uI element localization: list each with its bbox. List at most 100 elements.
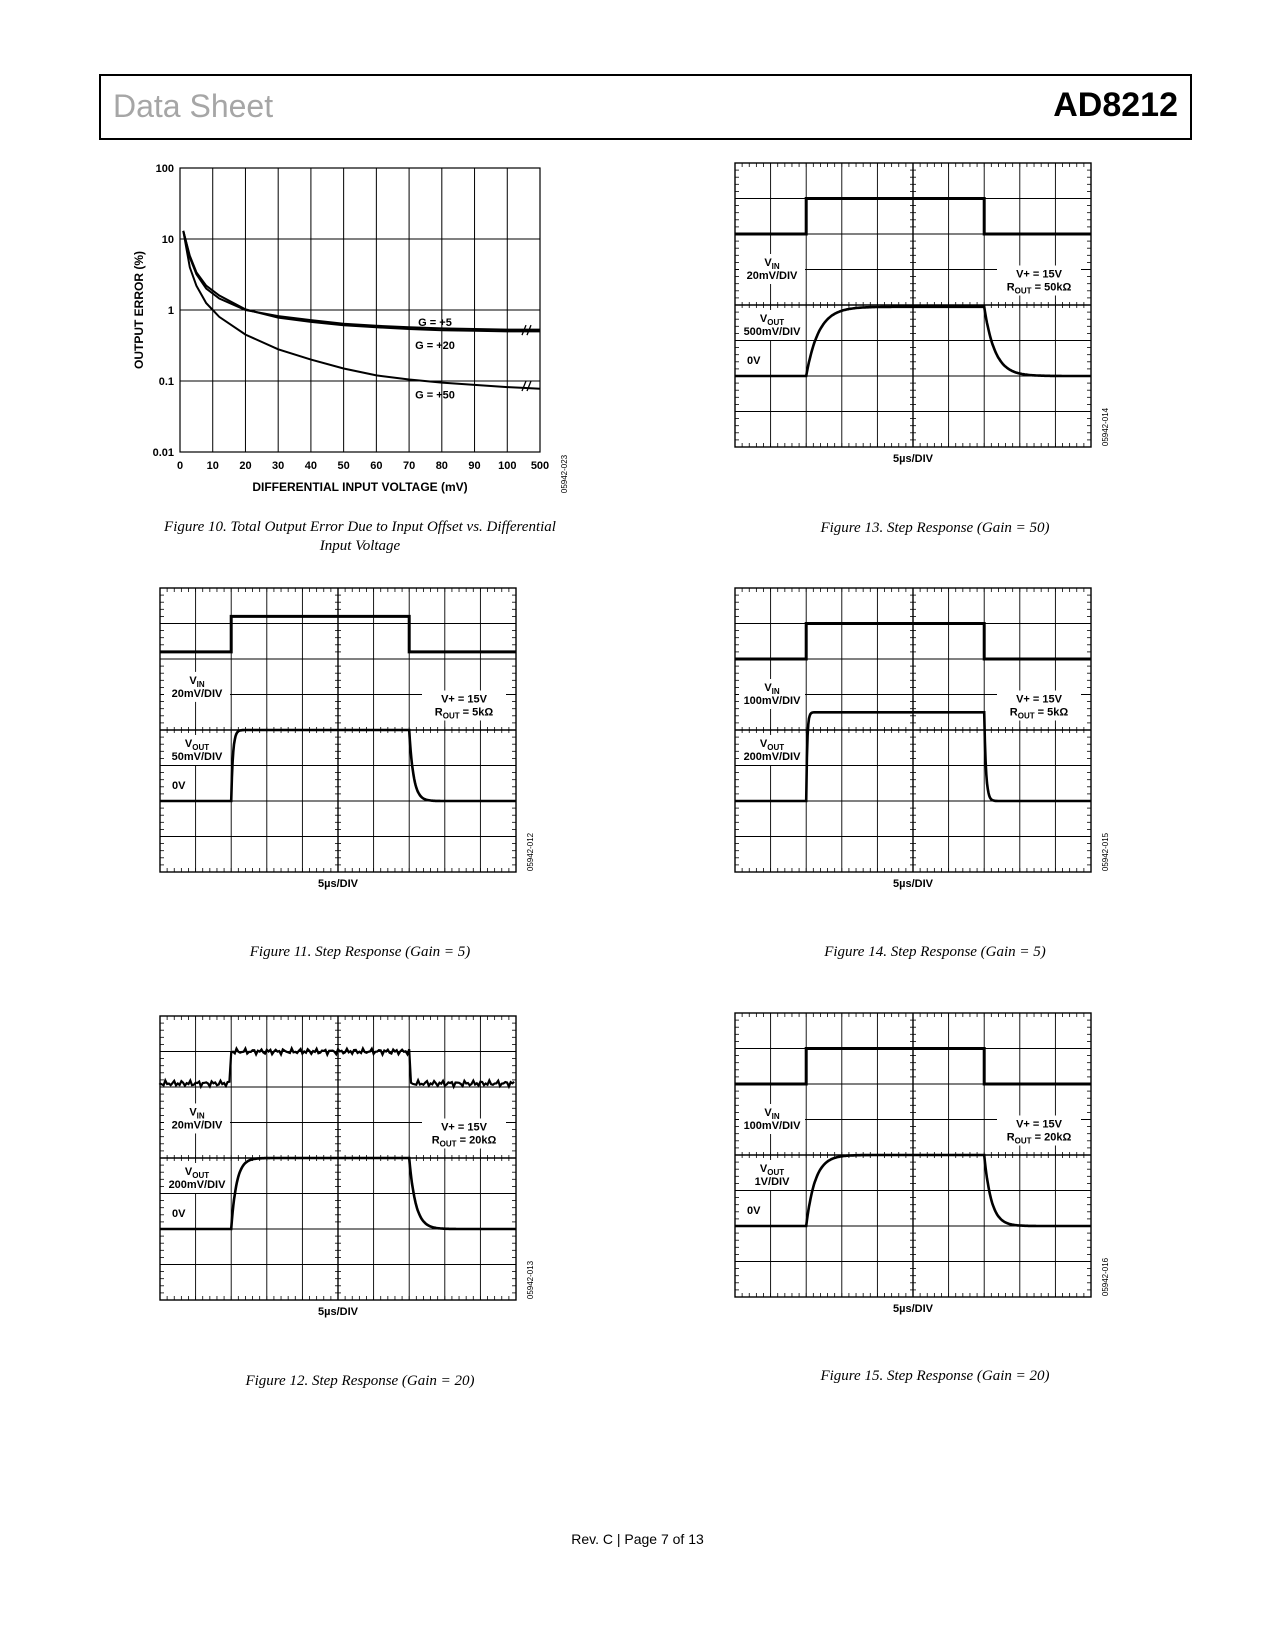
vin-scale-label: 100mV/DIV	[744, 695, 802, 707]
figure-code: 05942-013	[526, 1260, 535, 1299]
series-line-3	[182, 230, 541, 390]
axis-break-mark	[521, 324, 532, 336]
x-tick-label: 30	[272, 460, 284, 472]
zero-label-bg	[743, 352, 765, 367]
x-tick-label: 40	[305, 460, 317, 472]
vout-label-bg	[739, 310, 805, 340]
scope-frame	[734, 587, 1092, 873]
x-tick-label: 100	[498, 460, 516, 472]
x-axis-label: 5µs/DIV	[893, 878, 934, 890]
vout-trace	[160, 1156, 516, 1231]
x-tick-label: 60	[370, 460, 382, 472]
scope-frame	[734, 162, 1092, 448]
y-tick-label: 100	[156, 163, 174, 175]
figure-10-caption-line1: Figure 10. Total Output Error Due to Inp…	[164, 519, 556, 535]
rout-condition: ROUT = 20kΩ	[432, 1135, 497, 1149]
figure-code: 05942-012	[526, 832, 535, 871]
page-header: Data Sheet AD8212	[99, 74, 1192, 140]
vout-label: VOUT	[760, 738, 784, 752]
vout-scale-label: 50mV/DIV	[172, 751, 223, 763]
figure-11-caption: Figure 11. Step Response (Gain = 5)	[249, 944, 471, 960]
vout-scale-label: 1V/DIV	[755, 1176, 791, 1188]
zero-label-bg	[743, 1202, 765, 1217]
vout-label-bg	[164, 1163, 230, 1193]
figure-10-chart: 0 10 20 30 40 50 60 70 80 90 100 500 0.01 0.1 1 10 100 DI…	[132, 163, 569, 494]
vin-trace	[160, 614, 516, 654]
axis-break-mark	[521, 380, 532, 392]
y-tick-label: 1	[168, 305, 174, 317]
vout-trace	[735, 305, 1091, 378]
figure-15-caption: Figure 15. Step Response (Gain = 20)	[820, 1368, 1050, 1384]
vin-scale-label: 20mV/DIV	[172, 1119, 223, 1131]
series-label-1: G = +5	[418, 317, 452, 329]
vout-trace	[735, 711, 1091, 803]
zero-level-label: 0V	[172, 780, 186, 792]
header-part-number: AD8212	[1053, 86, 1178, 124]
vin-label-bg	[739, 254, 805, 284]
conditions-bg	[422, 690, 506, 721]
vin-label-bg	[164, 671, 230, 702]
x-tick-label: 10	[207, 460, 219, 472]
vin-label-bg	[739, 1104, 805, 1134]
figure-code: 05942-015	[1101, 832, 1110, 871]
figure-code: 05942-023	[560, 454, 569, 493]
conditions-bg	[997, 265, 1081, 296]
y-tick-label: 0.01	[153, 447, 174, 459]
vout-label: VOUT	[185, 738, 209, 752]
figure-code: 05942-016	[1101, 1257, 1110, 1296]
x-tick-label: 70	[403, 460, 415, 472]
page-footer: Rev. C | Page 7 of 13	[571, 1531, 704, 1547]
scope-frame	[734, 1012, 1092, 1298]
series-label-3: G = +50	[415, 390, 455, 402]
x-tick-label: 80	[436, 460, 448, 472]
vin-scale-label: 100mV/DIV	[744, 1120, 802, 1132]
series-line-1	[182, 230, 540, 331]
supply-condition: V+ = 15V	[441, 1122, 488, 1134]
header-doc-type: Data Sheet	[113, 88, 274, 124]
vin-trace	[735, 622, 1091, 661]
x-tick-label: 90	[468, 460, 480, 472]
y-axis-label: OUTPUT ERROR (%)	[132, 251, 146, 369]
vin-scale-label: 20mV/DIV	[747, 270, 798, 282]
vin-trace	[735, 197, 1091, 236]
supply-condition: V+ = 15V	[441, 694, 488, 706]
figure-10-caption: Figure 10. Total Output Error Due to Inp…	[140, 518, 580, 556]
figure-14-caption: Figure 14. Step Response (Gain = 5)	[824, 944, 1046, 960]
rout-condition: ROUT = 5kΩ	[435, 707, 494, 721]
supply-condition: V+ = 15V	[1016, 694, 1063, 706]
vin-scale-label: 20mV/DIV	[172, 688, 223, 700]
vin-label: VIN	[764, 257, 780, 271]
zero-label-bg	[168, 777, 190, 792]
y-tick-label: 0.1	[159, 376, 174, 388]
vin-trace	[735, 1047, 1091, 1086]
zero-level-label: 0V	[172, 1208, 186, 1220]
figure-10-caption-line2: Input Voltage	[319, 538, 401, 554]
vin-label: VIN	[764, 682, 780, 696]
vin-label-bg	[739, 679, 805, 709]
vout-label: VOUT	[760, 313, 784, 327]
vin-label-bg	[164, 1103, 230, 1134]
vout-trace	[160, 728, 516, 803]
conditions-bg	[997, 690, 1081, 721]
figure-code: 05942-014	[1101, 407, 1110, 446]
scope-frame	[159, 1015, 517, 1301]
vout-label: VOUT	[185, 1166, 209, 1180]
vin-trace	[158, 1045, 515, 1090]
vin-label: VIN	[189, 675, 205, 689]
vout-scale-label: 200mV/DIV	[744, 751, 802, 763]
rout-condition: ROUT = 20kΩ	[1007, 1132, 1072, 1146]
series-label-2: G = +20	[415, 340, 455, 352]
scope-frame	[159, 587, 517, 873]
zero-level-label: 0V	[747, 1205, 761, 1217]
x-tick-label: 50	[338, 460, 350, 472]
vout-trace	[735, 1153, 1091, 1228]
supply-condition: V+ = 15V	[1016, 269, 1063, 281]
rout-condition: ROUT = 50kΩ	[1007, 282, 1072, 296]
vout-scale-label: 200mV/DIV	[169, 1179, 227, 1191]
conditions-bg	[997, 1115, 1081, 1146]
vout-label-bg	[164, 735, 230, 765]
